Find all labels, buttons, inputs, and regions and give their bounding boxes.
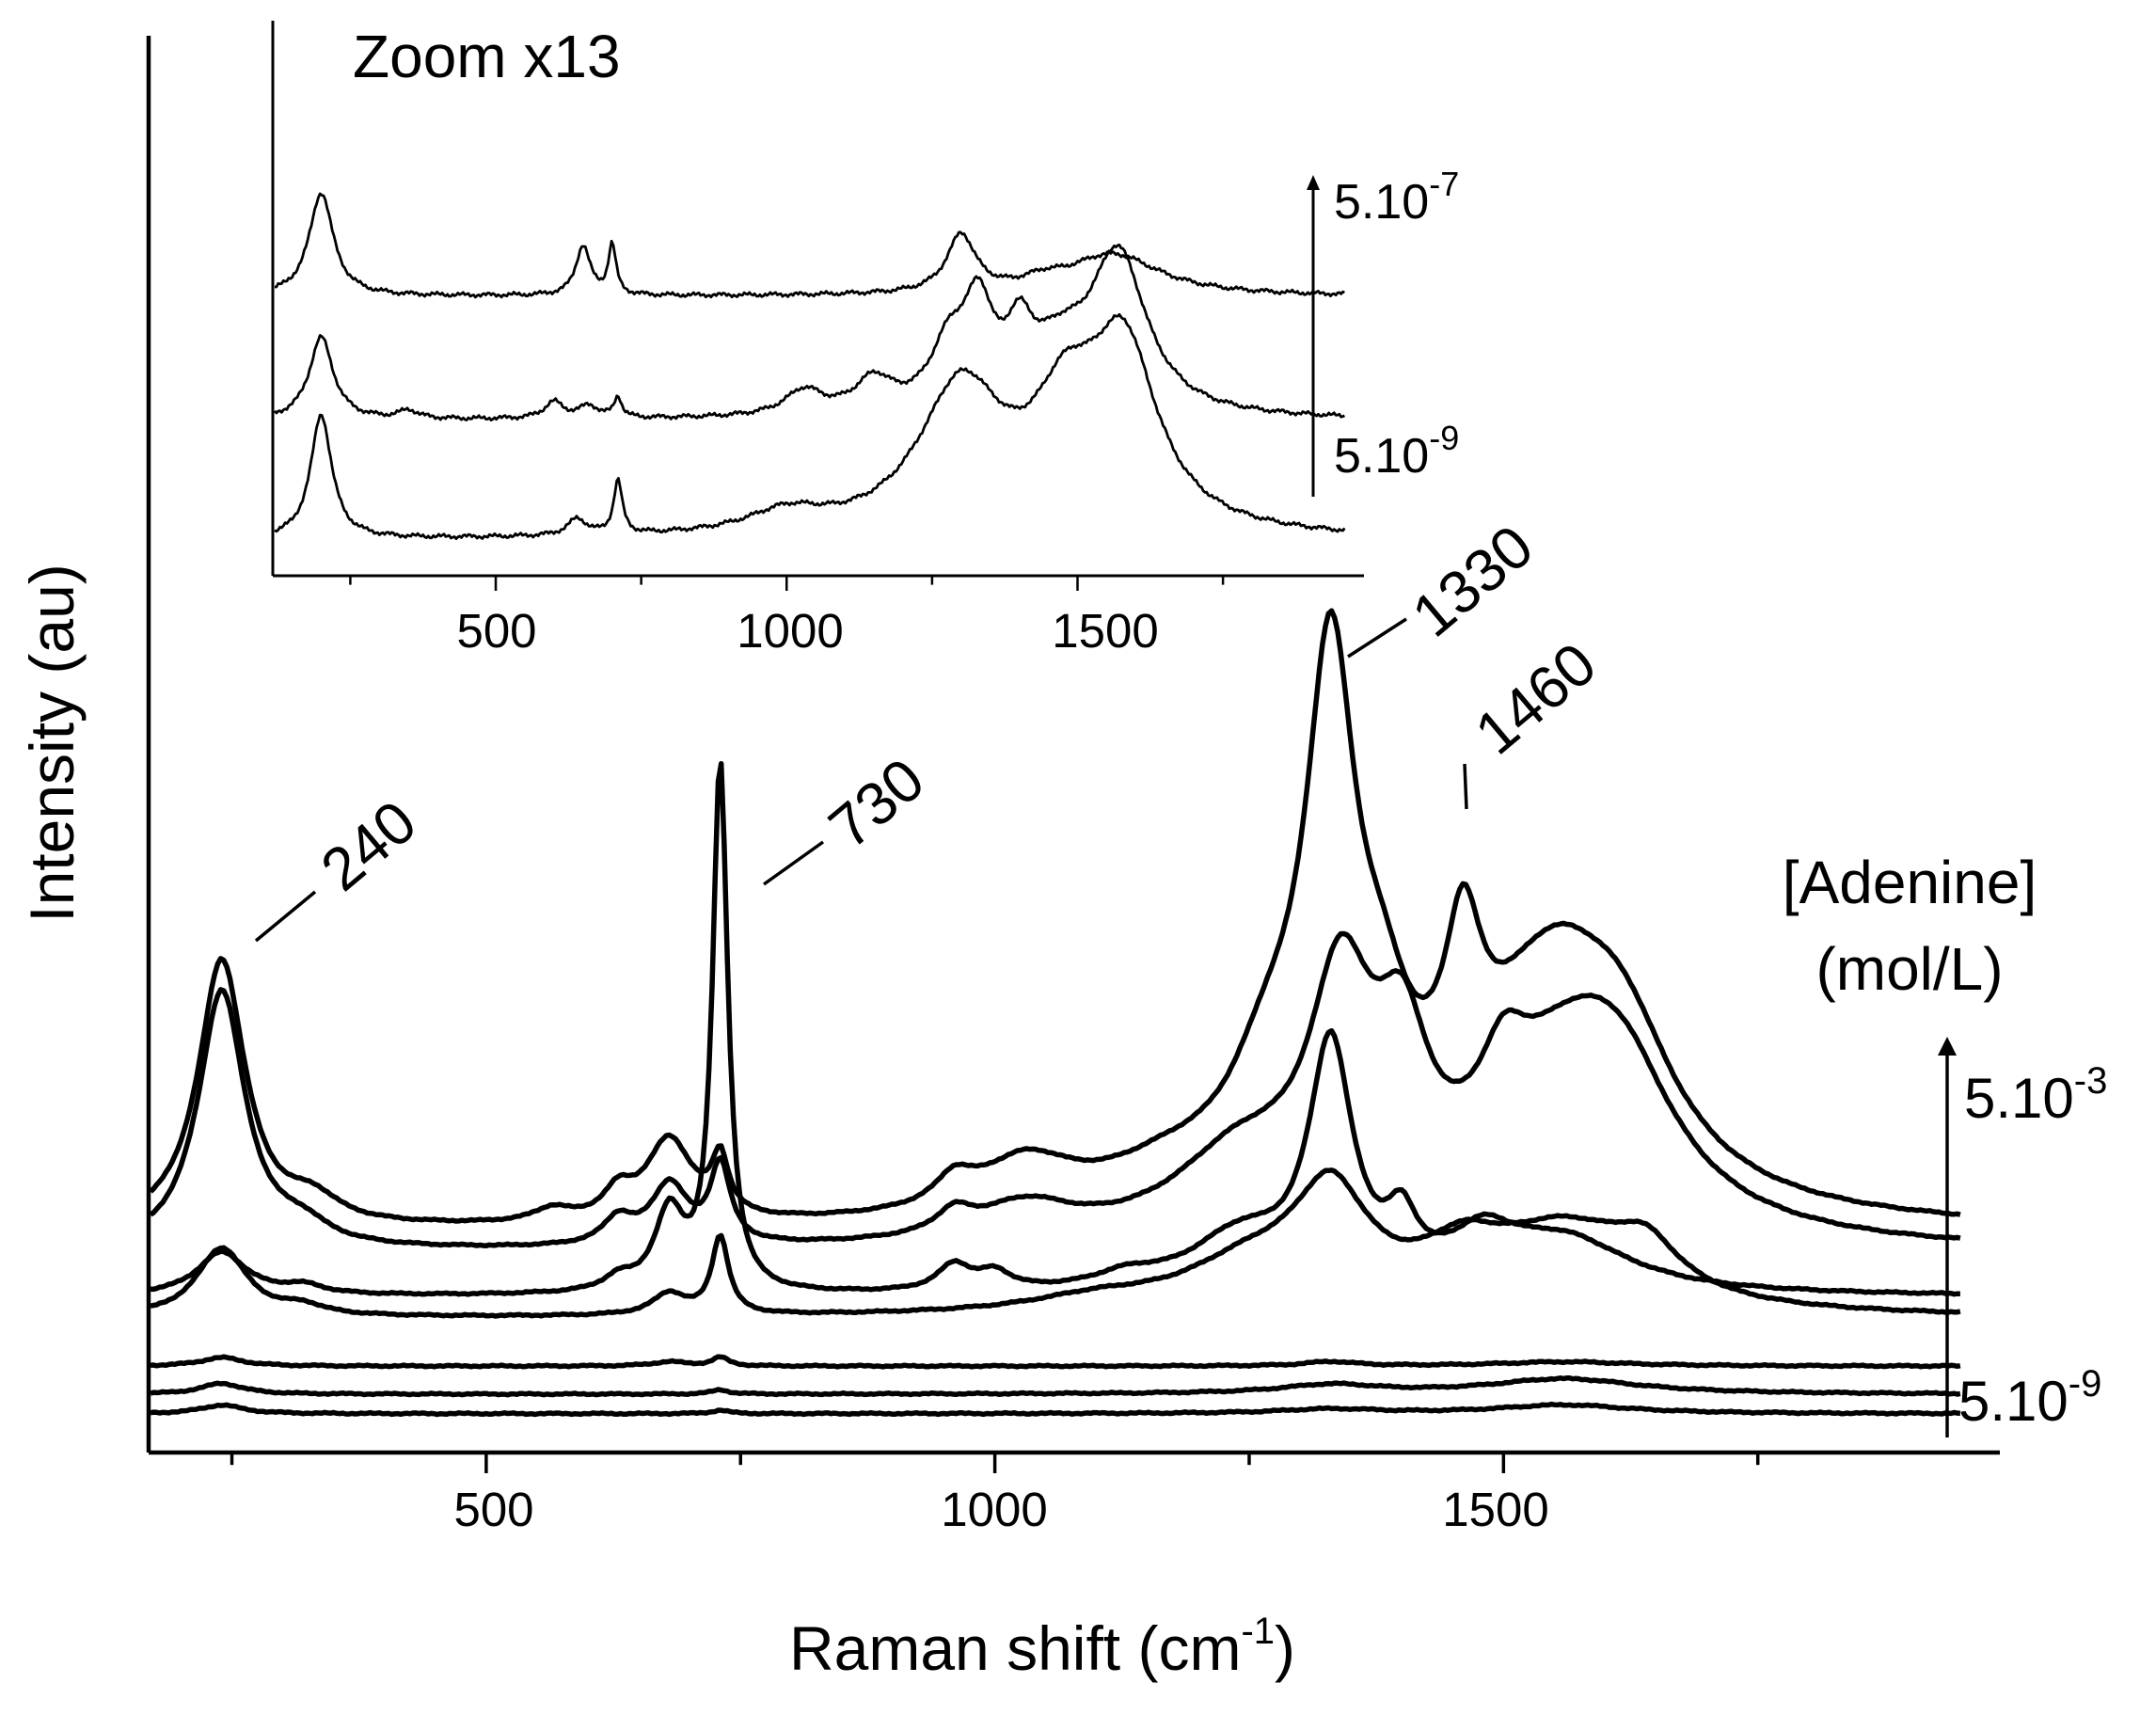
peak-1330-leader bbox=[1347, 617, 1407, 659]
inset-x-tick-label-1000: 1000 bbox=[737, 604, 843, 658]
main-series-2 bbox=[149, 930, 1961, 1248]
inset-conc-bottom-sup: -9 bbox=[1429, 419, 1459, 457]
inset-series-group bbox=[273, 192, 1346, 541]
inset-series-2 bbox=[273, 244, 1345, 421]
inset-conc-bottom-label: 5.10-9 bbox=[1334, 419, 1459, 484]
conc-top-sup: -3 bbox=[2074, 1060, 2108, 1102]
peak-240-leader bbox=[254, 890, 317, 943]
peak-730-label: 730 bbox=[816, 745, 937, 862]
main-x-tick-label-1500: 1500 bbox=[1442, 1483, 1548, 1536]
adenine-label: [Adenine] bbox=[1783, 849, 2037, 916]
peak-730-leader bbox=[762, 840, 825, 886]
main-series-6 bbox=[150, 1374, 1961, 1398]
inset-title: Zoom x13 bbox=[353, 23, 621, 90]
units-label: (mol/L) bbox=[1815, 935, 2003, 1003]
conc-top-base: 5.10 bbox=[1964, 1067, 2074, 1130]
inset-x-tick-label-1500: 1500 bbox=[1052, 604, 1158, 658]
main-series-3 bbox=[150, 761, 1960, 1297]
main-series-4 bbox=[150, 1167, 1961, 1319]
inset-conc-top-base: 5.10 bbox=[1334, 175, 1429, 230]
inset-concentration-arrow-head bbox=[1307, 175, 1320, 190]
main-series-7 bbox=[150, 1401, 1960, 1418]
main-x-tick-label-1000: 1000 bbox=[941, 1483, 1047, 1536]
y-axis-title: Intensity (au) bbox=[17, 564, 87, 923]
inset-series-3 bbox=[274, 312, 1346, 541]
x-axis-title-text: Raman shift (cm bbox=[789, 1613, 1241, 1683]
peak-1460-label: 1460 bbox=[1463, 629, 1609, 768]
inset-conc-bottom-base: 5.10 bbox=[1334, 429, 1429, 484]
conc-bottom-base: 5.10 bbox=[1958, 1370, 2069, 1433]
conc-top-label: 5.10-3 bbox=[1964, 1060, 2107, 1130]
conc-bottom-sup: -9 bbox=[2069, 1363, 2102, 1405]
x-axis-title: Raman shift (cm-1) bbox=[789, 1611, 1295, 1683]
x-axis-title-sup: -1 bbox=[1241, 1611, 1275, 1652]
main-x-ticks bbox=[230, 1453, 1760, 1473]
inset-panel: 500 1000 1500 Zoom x13 5.10-7 5.10-9 bbox=[271, 21, 1459, 658]
x-axis-title-close: ) bbox=[1275, 1613, 1295, 1683]
inset-series-1 bbox=[274, 192, 1345, 299]
main-panel: 500 1000 1500 Raman shift (cm-1) Intensi… bbox=[17, 36, 2107, 1683]
inset-conc-top-sup: -7 bbox=[1429, 165, 1459, 203]
main-series-group bbox=[149, 608, 1961, 1418]
peak-1330-label: 1330 bbox=[1400, 512, 1546, 650]
inset-conc-top-label: 5.10-7 bbox=[1334, 165, 1459, 230]
main-series-1 bbox=[149, 608, 1961, 1224]
inset-x-ticks bbox=[349, 576, 1225, 591]
peak-1460-leader bbox=[1463, 763, 1468, 810]
main-series-5 bbox=[150, 1354, 1961, 1370]
main-x-tick-label-500: 500 bbox=[453, 1483, 533, 1536]
concentration-arrow-head bbox=[1938, 1037, 1957, 1056]
peak-240-label: 240 bbox=[309, 787, 429, 904]
inset-x-tick-label-500: 500 bbox=[456, 604, 536, 658]
conc-bottom-label: 5.10-9 bbox=[1958, 1363, 2101, 1433]
